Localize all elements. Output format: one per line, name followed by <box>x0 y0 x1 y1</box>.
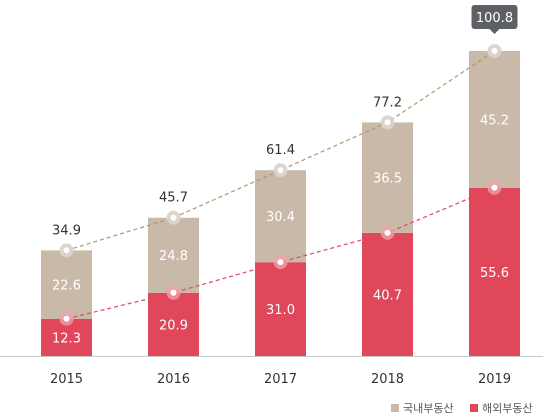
label-domestic-2018: 36.5 <box>373 172 402 187</box>
label-total-2019: 100.8 <box>476 11 513 26</box>
value-labels-layer: 12.3 22.6 34.9 20.9 24.8 45.7 31.0 30.4 61.4 40.7… <box>52 5 518 346</box>
bar-overseas-2017 <box>255 262 306 356</box>
overseas-trend-marker-2016 <box>170 289 177 296</box>
overseas-trend-marker-2015 <box>63 315 70 322</box>
bar-overseas-2016 <box>148 292 199 356</box>
overseas-trend-marker-2019 <box>491 184 498 191</box>
x-tick-2015: 2015 <box>50 372 83 387</box>
x-axis: 2015 2016 2017 2018 2019 <box>0 356 543 387</box>
total-callout-pointer <box>489 29 500 34</box>
total-trend-marker-2017 <box>277 167 284 174</box>
label-domestic-2019: 45.2 <box>480 113 509 128</box>
bar-domestic-2017 <box>255 170 306 263</box>
bar-domestic-2016 <box>148 217 199 293</box>
label-overseas-2015: 12.3 <box>52 331 81 346</box>
bar-domestic-2015 <box>41 250 92 319</box>
legend: 국내부동산 해외부동산 <box>391 401 533 415</box>
label-domestic-2016: 24.8 <box>159 249 188 264</box>
label-total-2016: 45.7 <box>159 191 188 206</box>
total-callout-box <box>471 5 518 29</box>
x-tick-2018: 2018 <box>371 372 404 387</box>
label-domestic-2015: 22.6 <box>52 279 81 294</box>
label-total-2017: 61.4 <box>266 143 295 158</box>
label-overseas-2019: 55.6 <box>480 266 509 281</box>
overseas-trend-marker-2017 <box>277 259 284 266</box>
legend-label-overseas: 해외부동산 <box>482 401 533 415</box>
x-tick-2019: 2019 <box>478 372 511 387</box>
label-overseas-2016: 20.9 <box>159 318 188 333</box>
label-overseas-2017: 31.0 <box>266 303 295 318</box>
overseas-trend-marker-2018 <box>384 229 391 236</box>
x-tick-2016: 2016 <box>157 372 190 387</box>
total-trend-marker-2016 <box>170 214 177 221</box>
total-trend-marker-2018 <box>384 119 391 126</box>
bar-domestic-2019 <box>469 51 520 188</box>
legend-label-domestic: 국내부동산 <box>403 402 454 415</box>
bar-overseas-2019 <box>469 187 520 356</box>
overseas-trend-line <box>66 187 495 320</box>
label-total-2015: 34.9 <box>52 223 81 238</box>
bars-layer <box>41 51 520 356</box>
trend-lines-layer <box>59 44 502 326</box>
total-trend-marker-2019 <box>491 48 498 54</box>
legend-swatch-overseas <box>470 404 478 412</box>
bar-domestic-2018 <box>362 122 413 233</box>
label-domestic-2017: 30.4 <box>266 210 295 225</box>
label-total-2018: 77.2 <box>373 95 402 110</box>
label-overseas-2018: 40.7 <box>373 288 402 303</box>
bar-overseas-2018 <box>362 232 413 356</box>
total-trend-marker-2015 <box>63 247 70 254</box>
legend-swatch-domestic <box>391 404 399 412</box>
x-tick-2017: 2017 <box>264 372 297 387</box>
